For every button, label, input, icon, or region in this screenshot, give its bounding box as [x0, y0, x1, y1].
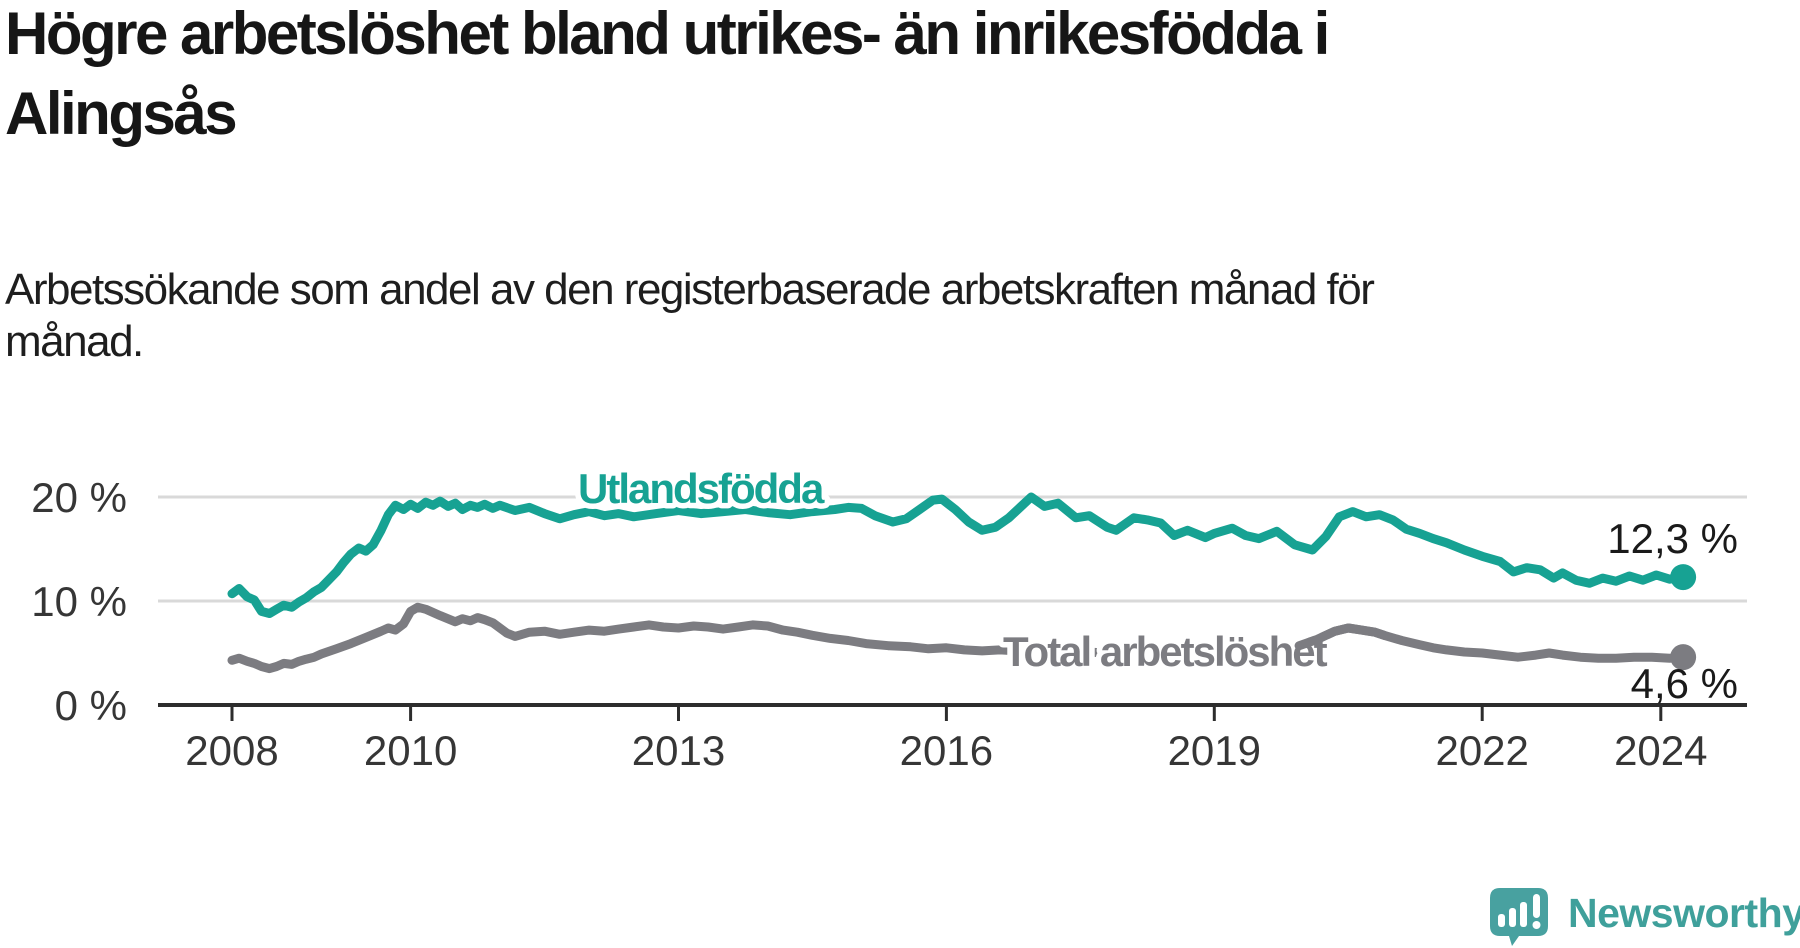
series-end-dot-utlandsfodda	[1670, 564, 1697, 591]
x-axis-label-2019: 2019	[1168, 727, 1261, 774]
x-axis-label-2010: 2010	[364, 727, 457, 774]
subtitle-line-2: månad.	[5, 317, 144, 366]
x-axis-label-2022: 2022	[1435, 727, 1528, 774]
y-axis-label-0: 0 %	[55, 682, 127, 729]
series-end-value-total: 4,6 %	[1631, 660, 1738, 707]
newsworthy-logo-text: Newsworthy	[1568, 890, 1800, 936]
x-axis-label-2008: 2008	[185, 727, 278, 774]
x-axis-label-2024: 2024	[1614, 727, 1707, 774]
title-line-1: Högre arbetslöshet bland utrikes- än inr…	[5, 0, 1330, 67]
newsworthy-logo-icon	[1490, 888, 1548, 946]
page-subtitle: Arbetssökande som andel av den registerb…	[5, 264, 1565, 368]
series-line-total-bump	[1294, 623, 1389, 651]
title-line-2: Alingsås	[5, 80, 238, 147]
y-axis-label-10: 10 %	[31, 578, 127, 625]
series-end-value-utlandsfodda: 12,3 %	[1607, 515, 1738, 562]
page-title: Högre arbetslöshet bland utrikes- än inr…	[5, 0, 1705, 154]
speech-bubble-chart-icon	[1490, 888, 1548, 946]
series-end-dot-total	[1670, 644, 1697, 671]
subtitle-line-1: Arbetssökande som andel av den registerb…	[5, 265, 1375, 314]
series-line-utlandsfodda	[227, 492, 1688, 618]
series-label-total: Total arbetslöshet	[1003, 628, 1328, 675]
series-label-utlandsfodda: Utlandsfödda	[578, 465, 825, 512]
y-axis-label-20: 20 %	[31, 474, 127, 521]
series-line-total	[227, 602, 1688, 674]
x-axis-label-2016: 2016	[900, 727, 993, 774]
x-axis-label-2013: 2013	[632, 727, 725, 774]
